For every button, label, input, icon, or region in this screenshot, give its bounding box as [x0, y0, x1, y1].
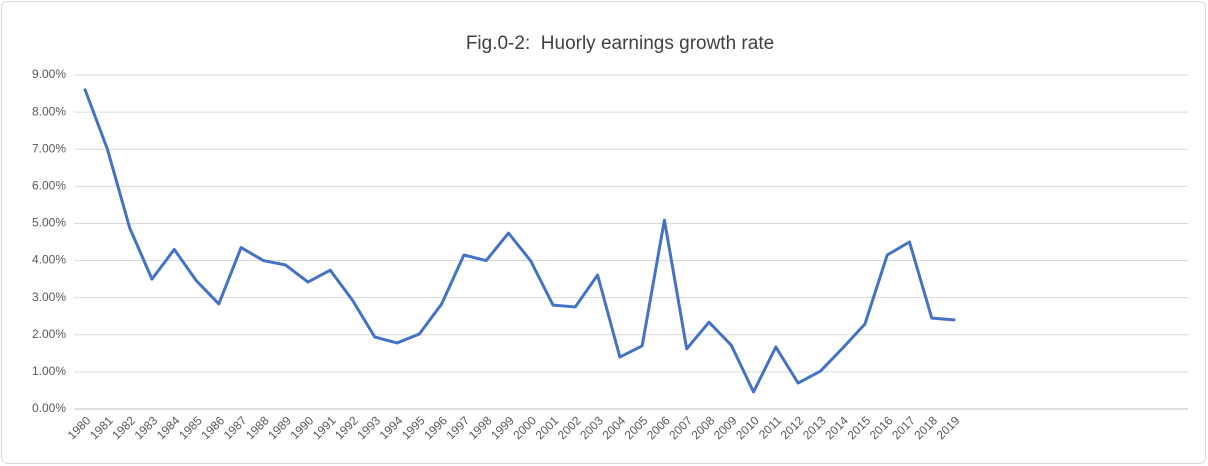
chart-title: Fig.0-2: Huorly earnings growth rate	[466, 33, 774, 54]
series-line	[83, 88, 956, 394]
y-tick-label: 5.00%	[32, 216, 66, 230]
y-tick-label: 6.00%	[32, 179, 66, 193]
y-tick-label: 4.00%	[32, 253, 66, 267]
y-tick-label: 8.00%	[32, 104, 66, 118]
y-tick-label: 9.00%	[32, 67, 66, 81]
y-tick-label: 0.00%	[32, 401, 66, 415]
y-tick-label: 7.00%	[32, 141, 66, 155]
y-tick-label: 3.00%	[32, 290, 66, 304]
y-tick-label: 1.00%	[32, 364, 66, 378]
y-tick-label: 2.00%	[32, 327, 66, 341]
